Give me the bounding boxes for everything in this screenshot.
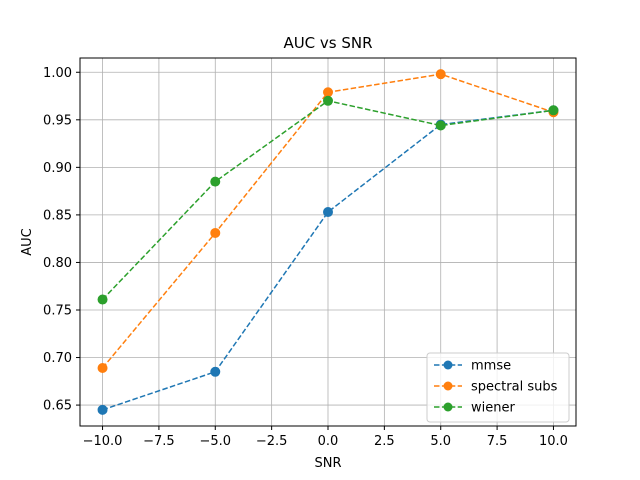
data-point [435, 120, 446, 131]
data-point [323, 207, 333, 218]
legend-label: mmse [471, 359, 511, 374]
legend-item: wiener [434, 401, 515, 416]
data-point [97, 362, 108, 373]
x-tick-label: 5.0 [430, 434, 451, 449]
legend-label: spectral subs [471, 380, 558, 395]
data-point [323, 87, 333, 98]
y-tick-label: 0.65 [43, 399, 72, 414]
legend-item: spectral subs [434, 380, 558, 395]
series-layer [97, 69, 559, 415]
data-point [548, 105, 559, 116]
data-point [435, 69, 446, 80]
y-tick-label: 0.75 [43, 303, 72, 318]
legend-swatch-marker [443, 381, 453, 391]
legend-box [426, 352, 570, 423]
ticks: −10.0 −7.5 −5.0 −2.5 0.0 2.5 5.0 7.5 10.0 0.65 0.7… [43, 66, 568, 449]
legend: mmse spectral subs wiener [426, 352, 570, 423]
x-tick-label: −7.5 [143, 434, 175, 449]
chart-title: AUC vs SNR [283, 34, 372, 52]
series-wiener [97, 95, 559, 305]
data-point [323, 95, 333, 106]
data-point [97, 294, 108, 305]
legend-swatch-marker [443, 360, 453, 370]
x-tick-label: 10.0 [539, 434, 568, 449]
data-point [210, 227, 221, 238]
data-point [210, 366, 221, 377]
y-tick-label: 0.85 [43, 208, 72, 223]
x-tick-label: 7.5 [487, 434, 508, 449]
y-tick-label: 1.00 [43, 66, 72, 81]
legend-item: mmse [434, 359, 511, 374]
data-point [210, 176, 221, 187]
y-axis-title: AUC [20, 228, 35, 256]
x-tick-label: 2.5 [374, 434, 395, 449]
x-tick-label: 0.0 [318, 434, 339, 449]
x-tick-label: −5.0 [199, 434, 231, 449]
y-tick-label: 0.95 [43, 113, 72, 128]
x-axis-title: SNR [314, 456, 341, 471]
data-point [97, 404, 108, 415]
x-tick-label: −2.5 [256, 434, 288, 449]
y-tick-label: 0.80 [43, 256, 72, 271]
legend-swatch-marker [443, 402, 453, 412]
legend-label: wiener [471, 401, 515, 416]
y-tick-label: 0.70 [43, 351, 72, 366]
y-tick-label: 0.90 [43, 161, 72, 176]
x-tick-label: −10.0 [83, 434, 123, 449]
